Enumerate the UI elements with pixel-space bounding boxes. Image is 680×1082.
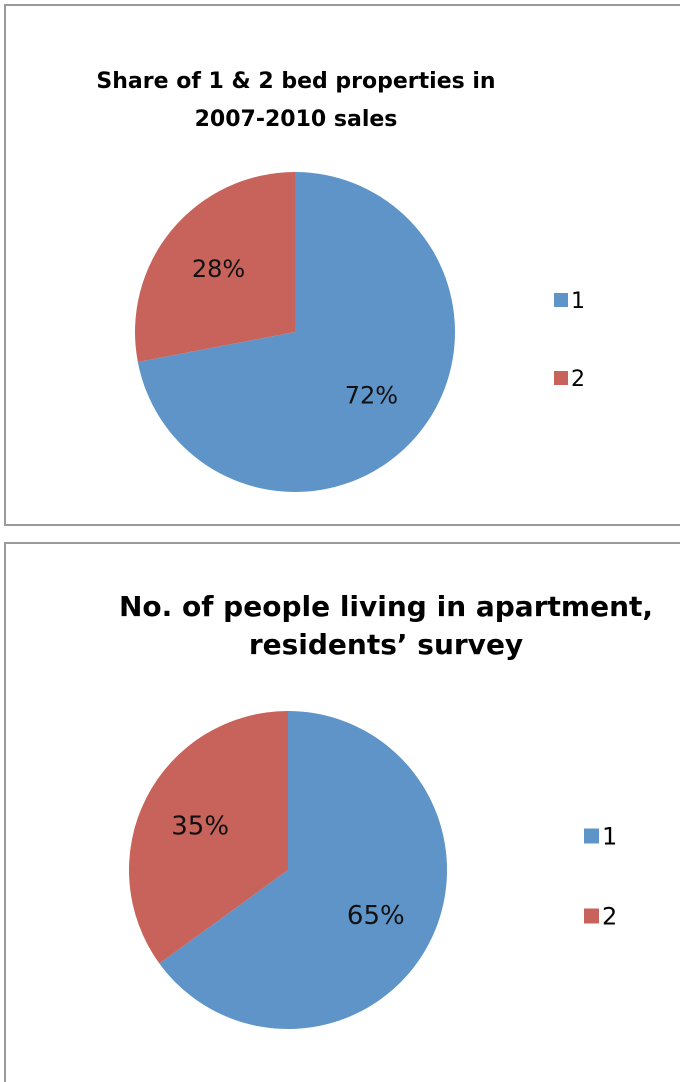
pie-slice-2 [135,172,295,362]
pie-slice-2 [129,711,288,964]
chart-title-line-1: Share of 1 & 2 bed properties in [96,69,495,94]
slice-label-1: 72% [345,382,398,410]
legend-label-1: 1 [571,289,585,314]
legend-swatch-2 [554,371,568,385]
legend-label-2: 2 [571,367,585,392]
slice-label-2: 35% [171,811,229,841]
legend-item-1: 1 [584,823,617,851]
chart-title-line-2: residents’ survey [249,628,523,661]
legend-swatch-1 [554,293,568,307]
chart-title-line-1: No. of people living in apartment, [119,590,653,623]
legend-item-2: 2 [554,367,585,392]
pie-slice-1 [137,172,456,493]
legend-item-2: 2 [584,903,617,931]
legend-swatch-1 [584,828,599,844]
slice-label-1: 65% [347,901,405,931]
slice-label-2: 28% [192,255,245,283]
pie-slice-1 [159,711,447,1029]
legend-label-2: 2 [602,903,617,931]
chart-panel-2: No. of people living in apartment, reside… [4,542,680,1082]
chart-panel-1: Share of 1 & 2 bed properties in 2007-201… [4,4,680,526]
chart-title-line-2: 2007-2010 sales [195,107,398,132]
legend-label-1: 1 [602,823,617,851]
pie-chart-1: Share of 1 & 2 bed properties in 2007-201… [96,69,585,493]
pie-chart-2: No. of people living in apartment, reside… [119,590,653,1029]
legend-item-1: 1 [554,289,585,314]
legend-swatch-2 [584,908,599,924]
